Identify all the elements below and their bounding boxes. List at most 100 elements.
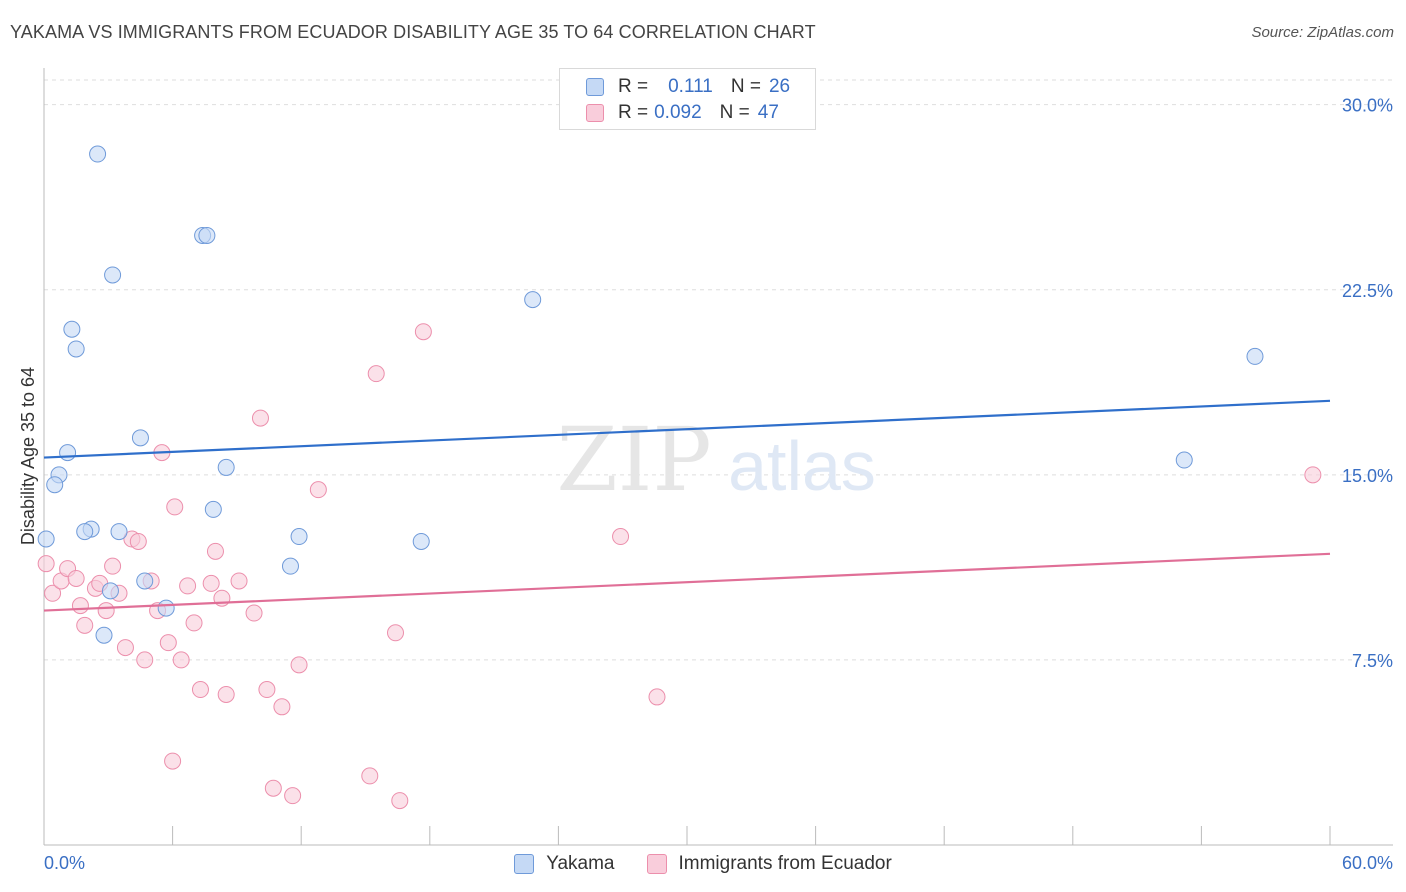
yakama-trend-line <box>43 399 1331 459</box>
ecuador-point <box>136 651 154 669</box>
legend-n-value: 26 <box>768 76 791 97</box>
legend-r-label: R = <box>618 102 649 123</box>
yakama-point <box>524 291 542 309</box>
watermark-atlas: atlas <box>728 427 876 505</box>
ecuador-point <box>1304 466 1322 484</box>
tick-labels: 7.5% 15.0% 22.5% 30.0% 0.0% 60.0% <box>44 96 1393 873</box>
legend-r-value: 0.111 <box>668 76 713 97</box>
yakama-point <box>104 266 122 284</box>
legend-swatch-ecuador <box>646 854 667 874</box>
legend-r-value: 0.092 <box>654 102 702 123</box>
ecuador-point <box>251 409 269 427</box>
ecuador-point <box>172 651 190 669</box>
ecuador-point <box>166 498 184 516</box>
ecuador-point <box>648 688 666 706</box>
legend-box: R = 0.111 N = 26 R = 0.092 N = 47 <box>559 68 816 130</box>
yakama-point <box>1246 347 1264 365</box>
ecuador-point <box>245 604 263 622</box>
axes <box>43 68 1393 846</box>
data-points <box>37 145 1322 810</box>
ecuador-point <box>191 681 209 699</box>
ecuador-point <box>37 555 55 573</box>
yakama-point <box>37 530 55 548</box>
ecuador-point <box>414 323 432 341</box>
chart-title: YAKAMA VS IMMIGRANTS FROM ECUADOR DISABI… <box>10 22 816 42</box>
yakama-point <box>136 572 154 590</box>
yakama-point <box>204 500 222 518</box>
trend-lines <box>43 399 1331 612</box>
ecuador-point <box>67 569 85 587</box>
ecuador-point <box>612 528 630 546</box>
legend-item-yakama: Yakama <box>514 853 615 875</box>
y-tick-label: 22.5% <box>1342 281 1393 301</box>
legend-item-ecuador: Immigrants from Ecuador <box>646 853 892 875</box>
ecuador-point <box>387 624 405 642</box>
yakama-point <box>110 523 128 541</box>
ecuador-trend-line <box>43 552 1331 612</box>
ecuador-point <box>309 481 327 499</box>
ecuador-point <box>230 572 248 590</box>
yakama-point <box>290 528 308 546</box>
ecuador-point <box>185 614 203 632</box>
yakama-point <box>217 458 235 476</box>
yakama-point <box>76 523 94 541</box>
ecuador-point <box>217 685 235 703</box>
legend-n-label: N = <box>719 102 750 123</box>
source-label: Source: ZipAtlas.com <box>1251 24 1394 41</box>
yakama-point <box>59 444 77 462</box>
ecuador-point <box>367 365 385 383</box>
legend-label-ecuador: Immigrants from Ecuador <box>678 853 892 874</box>
ecuador-point <box>159 634 177 652</box>
ecuador-point <box>391 792 409 810</box>
yakama-point <box>198 226 216 244</box>
y-tick-label: 7.5% <box>1352 651 1393 671</box>
legend-n-label: N = <box>730 76 761 97</box>
watermark: ZIP atlas <box>556 408 876 511</box>
yakama-point <box>412 532 430 550</box>
legend-row-ecuador: R = 0.092 N = 47 <box>586 101 779 125</box>
ecuador-point <box>76 616 94 634</box>
watermark-zip: ZIP <box>556 408 711 511</box>
yakama-point <box>101 582 119 600</box>
y-tick-label: 15.0% <box>1342 466 1393 486</box>
ecuador-point <box>258 681 276 699</box>
gridlines <box>44 79 1393 661</box>
y-axis-label: Disability Age 35 to 64 <box>18 367 38 545</box>
legend-swatch-yakama <box>514 854 535 874</box>
ecuador-point <box>71 597 89 615</box>
yakama-point <box>95 626 113 644</box>
legend-swatch-ecuador <box>586 104 604 122</box>
ecuador-point <box>179 577 197 595</box>
yakama-point <box>46 476 64 494</box>
series-legend: Yakama Immigrants from Ecuador <box>0 851 1406 877</box>
legend-label-yakama: Yakama <box>546 853 615 874</box>
yakama-point <box>67 340 85 358</box>
legend-n-value: 47 <box>757 102 779 123</box>
x-tick-label: 60.0% <box>1342 853 1393 873</box>
yakama-point <box>281 557 299 575</box>
ecuador-point <box>129 532 147 550</box>
legend-row-yakama: R = 0.111 N = 26 <box>586 75 790 99</box>
ecuador-point <box>361 767 379 785</box>
ecuador-point <box>264 779 282 797</box>
yakama-point <box>63 320 81 338</box>
ecuador-point <box>202 574 220 592</box>
ecuador-point <box>116 639 134 657</box>
ecuador-point <box>206 542 224 560</box>
x-tick-label: 0.0% <box>44 853 85 873</box>
legend-r-label: R = <box>618 76 649 97</box>
y-tick-label: 30.0% <box>1342 96 1393 116</box>
ecuador-point <box>44 584 62 602</box>
ecuador-point <box>273 698 291 716</box>
ecuador-point <box>104 557 122 575</box>
legend-swatch-yakama <box>586 78 604 96</box>
yakama-point <box>157 599 175 617</box>
ecuador-point <box>284 787 302 805</box>
ecuador-point <box>97 602 115 620</box>
yakama-point <box>89 145 107 163</box>
ecuador-point <box>290 656 308 674</box>
yakama-point <box>131 429 149 447</box>
yakama-point <box>1175 451 1193 469</box>
ecuador-point <box>164 752 182 770</box>
